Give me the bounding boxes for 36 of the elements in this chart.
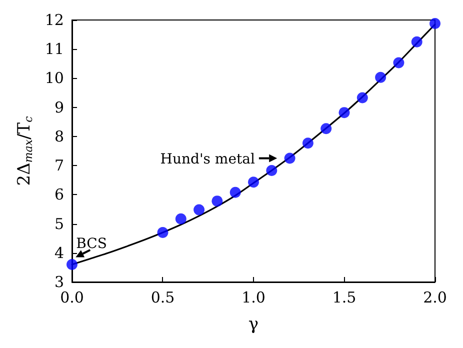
point xyxy=(320,123,332,134)
x-tick-label: 0.5 xyxy=(150,288,175,306)
y-tick-label: 12 xyxy=(44,11,64,29)
point xyxy=(194,204,205,216)
point xyxy=(157,227,168,238)
point xyxy=(375,72,386,83)
y-tick-label: 10 xyxy=(44,69,64,88)
x-tick-label: 0.0 xyxy=(60,288,84,306)
point xyxy=(175,213,186,224)
y-tick-label: 3 xyxy=(54,273,64,291)
x-tick-label: 1.0 xyxy=(242,288,266,306)
point xyxy=(338,107,350,118)
y-tick-label: 9 xyxy=(54,98,64,116)
point xyxy=(430,18,440,29)
point xyxy=(230,186,241,198)
point xyxy=(393,57,404,68)
point xyxy=(411,36,422,48)
point xyxy=(212,196,223,207)
x-tick-label: 2.0 xyxy=(423,288,447,306)
y-tick-label: 8 xyxy=(54,127,64,146)
point xyxy=(266,165,278,176)
point xyxy=(248,176,259,188)
annotation: Hund's metal xyxy=(160,151,256,168)
y-tick-label: 4 xyxy=(54,244,64,262)
y-tick-label: 6 xyxy=(54,186,64,204)
y-axis-title: 2Δmax/Tc xyxy=(14,116,35,186)
x-tick-label: 1.5 xyxy=(332,288,356,306)
point xyxy=(66,259,78,270)
annotation: BCS xyxy=(76,236,107,252)
point xyxy=(356,92,368,104)
y-tick-label: 11 xyxy=(44,40,64,58)
point xyxy=(302,138,314,149)
point xyxy=(284,152,296,164)
y-tick-label: 7 xyxy=(54,156,64,175)
x-axis-title: γ xyxy=(248,314,259,334)
y-tick-label: 5 xyxy=(54,214,64,233)
